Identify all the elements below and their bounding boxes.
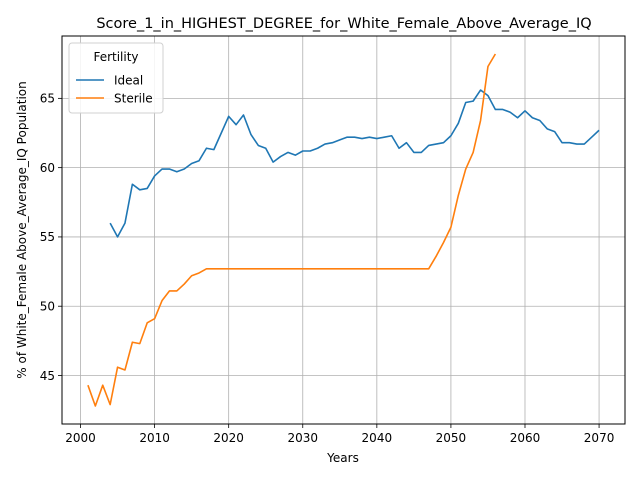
- series-line-sterile: [87, 53, 497, 407]
- y-tick-label: 50: [40, 300, 55, 314]
- y-tick-label: 45: [40, 369, 55, 383]
- plot-frame: [61, 35, 626, 425]
- x-tick-label: 2020: [213, 431, 244, 445]
- legend-title: Fertility: [93, 50, 138, 64]
- series-line-ideal: [109, 89, 600, 238]
- legend: Fertility Ideal Sterile: [68, 42, 164, 114]
- gridlines: [62, 36, 625, 424]
- legend-label-ideal: Ideal: [114, 74, 143, 88]
- x-tick-label: 2010: [139, 431, 170, 445]
- legend-box: [68, 42, 164, 114]
- y-axis-ticks: 45 50 55 60 65: [40, 92, 62, 383]
- chart-title: Score_1_in_HIGHEST_DEGREE_for_White_Fema…: [96, 16, 591, 32]
- y-tick-label: 55: [40, 230, 55, 244]
- x-tick-label: 2030: [287, 431, 318, 445]
- y-tick-label: 65: [40, 92, 55, 106]
- y-axis-label: % of White_Female Above_Average_IQ Popul…: [15, 81, 29, 378]
- legend-label-sterile: Sterile: [114, 92, 153, 106]
- x-tick-label: 2050: [436, 431, 467, 445]
- x-axis-ticks: 2000 2010 2020 2030 2040 2050 2060 2070: [65, 424, 614, 445]
- x-tick-label: 2070: [584, 431, 615, 445]
- x-tick-label: 2000: [65, 431, 96, 445]
- x-axis-label: Years: [326, 451, 359, 465]
- x-tick-label: 2060: [510, 431, 541, 445]
- plot-lines: [87, 53, 600, 407]
- y-tick-label: 60: [40, 161, 55, 175]
- x-tick-label: 2040: [362, 431, 393, 445]
